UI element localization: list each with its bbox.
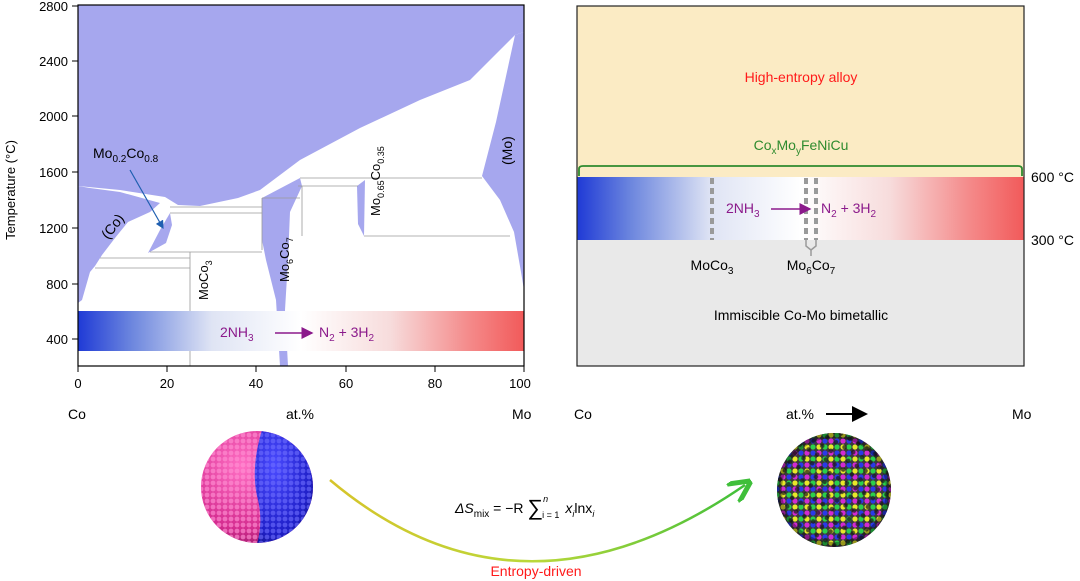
- phase-diagram: 2NH3 N2 + 3H2 (Co) (Mo) Mo0.2Co0.8 MoCo3…: [3, 0, 532, 422]
- temp-300-label: 300 °C: [1031, 232, 1074, 248]
- phase-x-axis: 0 20 40 60 80 100: [74, 366, 531, 391]
- schematic-x-right-label: Mo: [1012, 406, 1032, 422]
- mo065co035-phase-region: [357, 180, 365, 236]
- schematic-reaction-rhs: N2 + 3H2: [821, 200, 877, 220]
- phase-x-mid-label: at.%: [286, 406, 314, 422]
- x-tick-40: 40: [249, 376, 263, 391]
- phase-reaction-lhs: 2NH3: [220, 324, 254, 344]
- mo02co08-pointer-arrow: [129, 169, 164, 230]
- tie-lines: [95, 177, 510, 366]
- x-tick-20: 20: [160, 376, 174, 391]
- hea-label: High-entropy alloy: [745, 69, 858, 85]
- phase-label-moco3: MoCo3: [196, 260, 214, 300]
- y-tick-2800: 2800: [39, 0, 68, 14]
- entropy-arrow-label: Entropy-driven: [490, 563, 581, 579]
- co-solid-solution-region: [78, 186, 160, 303]
- phase-label-mo065co035: Mo0.65Co0.35: [368, 146, 386, 216]
- phase-label-mo02co08: Mo0.2Co0.8: [93, 145, 159, 165]
- schematic-frame: [576, 5, 1025, 367]
- high-entropy-sphere: [777, 433, 891, 547]
- bottom-panel: ΔSmix = −R ∑n i = 1 xilnxi Entropy-driven: [201, 431, 891, 579]
- phase-x-right-label: Mo: [512, 406, 532, 422]
- y-tick-1200: 1200: [39, 221, 68, 236]
- schematic-x-mid-label: at.%: [786, 406, 814, 422]
- temp-600-label: 600 °C: [1031, 169, 1074, 185]
- y-tick-400: 400: [46, 332, 68, 347]
- x-tick-80: 80: [428, 376, 442, 391]
- phase-label-mo6co7: Mo6Co7: [277, 237, 295, 282]
- phase-plot-frame: [77, 4, 525, 367]
- entropy-arrow: [329, 480, 745, 563]
- x-tick-60: 60: [339, 376, 353, 391]
- immiscible-label: Immiscible Co-Mo bimetallic: [714, 307, 888, 323]
- phase-y-axis-label: Temperature (°C): [3, 140, 18, 240]
- schematic-moco3-label: MoCo3: [691, 257, 734, 277]
- x-tick-0: 0: [74, 376, 81, 391]
- y-tick-2000: 2000: [39, 109, 68, 124]
- schematic-reaction: 2NH3: [726, 200, 760, 220]
- mo6co7-bracket: [805, 240, 817, 256]
- schematic-mo6co7-label: Mo6Co7: [787, 257, 836, 277]
- phase-reaction-rhs: N2 + 3H2: [319, 324, 375, 344]
- phase-separated-sphere: [201, 431, 313, 543]
- y-tick-2400: 2400: [39, 54, 68, 69]
- phase-y-axis: 400 800 1200 1600 2000 2400 2800: [39, 0, 78, 347]
- hea-composition: CoxMoyFeNiCu: [754, 137, 849, 157]
- mo-solid-solution-region: [482, 32, 524, 290]
- schematic-panel: High-entropy alloy CoxMoyFeNiCu 600 °C 3…: [574, 5, 1074, 422]
- schematic-x-left-label: Co: [574, 406, 592, 422]
- y-tick-1600: 1600: [39, 165, 68, 180]
- hea-band: [577, 6, 1024, 177]
- x-tick-100: 100: [509, 376, 531, 391]
- phase-x-left-label: Co: [68, 406, 86, 422]
- liquid-region: [78, 5, 524, 206]
- mo02co08-phase-region: [148, 213, 172, 253]
- entropy-equation: ΔSmix = −R ∑n i = 1 xilnxi: [454, 494, 595, 520]
- mo6co7-phase-region: [262, 178, 302, 366]
- phase-reaction-band: [78, 311, 524, 351]
- y-tick-800: 800: [46, 277, 68, 292]
- immiscible-band: [577, 240, 1024, 366]
- phase-label-mo: (Mo): [499, 136, 515, 165]
- hea-bracket: [578, 165, 1023, 176]
